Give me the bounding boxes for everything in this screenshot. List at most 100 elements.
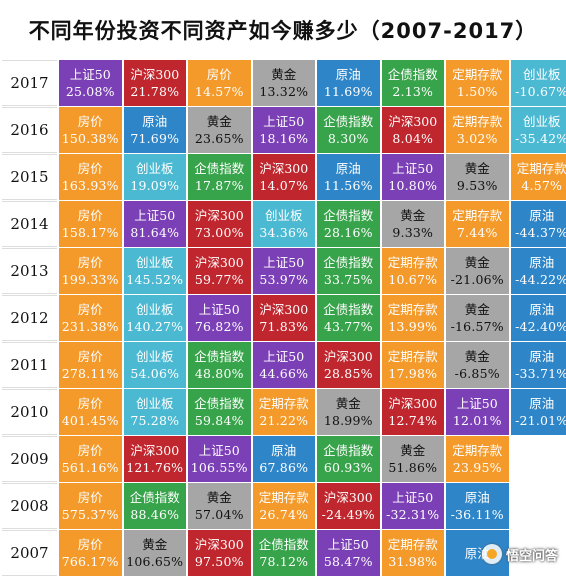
asset-cell: 原油-33.71% [511,342,566,388]
empty-cell [511,483,566,529]
asset-return: 19.09% [130,177,179,194]
asset-name: 原油 [465,489,490,506]
asset-return: -16.57% [451,318,504,335]
asset-return: -21.06% [451,271,504,288]
asset-return: 8.30% [328,130,369,147]
asset-name: 原油 [529,254,554,271]
asset-return: 43.77% [324,318,373,335]
asset-return: 17.87% [195,177,244,194]
asset-name: 沪深300 [388,395,437,412]
year-label: 2007 [2,530,57,576]
asset-name: 沪深300 [324,489,373,506]
asset-cell: 黄金-21.06% [446,248,509,294]
asset-return: 23.95% [453,459,502,476]
asset-return: 97.50% [195,553,244,570]
asset-name: 上证50 [70,66,111,83]
asset-return: 8.04% [392,130,433,147]
asset-name: 上证50 [392,160,433,177]
asset-name: 原油 [529,395,554,412]
asset-name: 黄金 [465,301,490,318]
asset-return: 18.99% [324,412,373,429]
asset-return: -6.85% [455,365,500,382]
asset-name: 沪深300 [195,536,244,553]
asset-name: 创业板 [523,66,561,83]
asset-cell: 黄金-6.85% [446,342,509,388]
asset-name: 企债指数 [259,536,309,553]
asset-return: 58.47% [324,553,373,570]
wukong-logo-icon [482,544,502,564]
asset-cell: 原油-44.22% [511,248,566,294]
asset-name: 黄金 [465,254,490,271]
asset-cell: 创业板-10.67% [511,60,566,106]
year-label: 2015 [2,154,57,200]
asset-return: 71.83% [259,318,308,335]
asset-name: 黄金 [207,113,232,130]
asset-return: 44.66% [259,365,308,382]
asset-name: 上证50 [263,348,304,365]
asset-name: 房价 [78,254,103,271]
asset-cell: 原油-21.01% [511,389,566,435]
asset-cell: 沪深300-24.49% [317,483,380,529]
asset-return: 18.16% [259,130,308,147]
asset-name: 沪深300 [259,160,308,177]
asset-name: 企债指数 [323,113,373,130]
asset-return: 401.45% [62,412,119,429]
asset-name: 定期存款 [388,348,438,365]
asset-return: 1.50% [457,83,498,100]
asset-return: 12.74% [388,412,437,429]
asset-return: -35.42% [515,130,566,147]
asset-name: 创业板 [136,348,174,365]
asset-return: 4.57% [521,177,562,194]
asset-return: 14.07% [259,177,308,194]
asset-name: 创业板 [136,395,174,412]
asset-return: -36.11% [451,506,504,523]
asset-return: -32.31% [386,506,439,523]
asset-return: 2.13% [392,83,433,100]
asset-name: 房价 [78,301,103,318]
asset-cell: 黄金-16.57% [446,295,509,341]
asset-name: 上证50 [263,113,304,130]
asset-return: 76.82% [195,318,244,335]
asset-return: 278.11% [62,365,119,382]
year-label: 2008 [2,483,57,529]
asset-return: 59.77% [195,271,244,288]
asset-name: 原油 [336,160,361,177]
asset-name: 定期存款 [259,395,309,412]
asset-name: 沪深300 [324,348,373,365]
asset-name: 创业板 [136,301,174,318]
asset-cell: 原油-44.37% [511,201,566,247]
asset-return: 140.27% [126,318,183,335]
asset-name: 上证50 [263,254,304,271]
asset-name: 创业板 [136,254,174,271]
asset-return: 106.55% [191,459,248,476]
asset-name: 房价 [78,348,103,365]
asset-name: 企债指数 [323,442,373,459]
asset-return: 54.06% [130,365,179,382]
asset-name: 企债指数 [323,207,373,224]
year-label: 2013 [2,248,57,294]
asset-return: 11.56% [324,177,373,194]
